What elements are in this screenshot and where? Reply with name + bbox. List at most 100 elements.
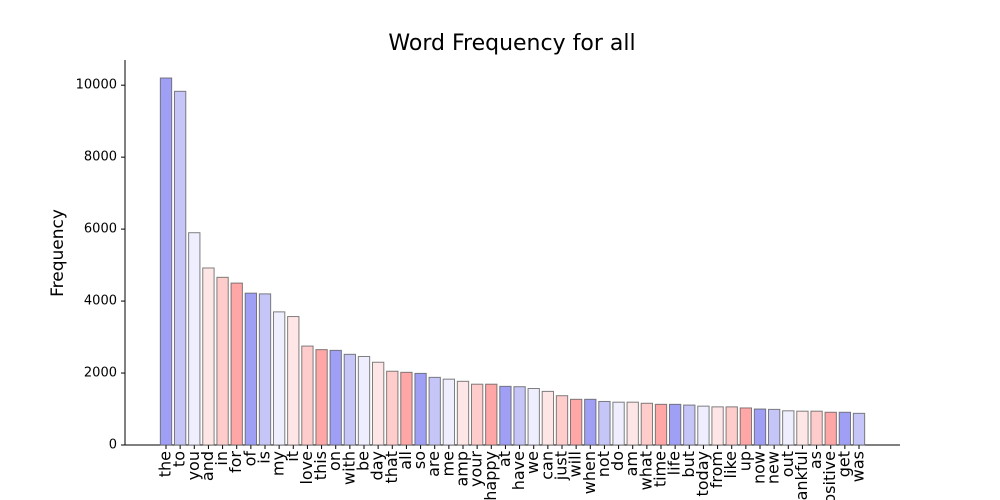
- bar: [216, 276, 229, 446]
- x-tick-label: today: [693, 451, 712, 497]
- bar: [824, 411, 837, 446]
- x-tick-label: like: [721, 451, 740, 478]
- y-tick-label: 4000: [84, 294, 117, 309]
- x-tick-label: get: [834, 451, 853, 477]
- bar: [555, 395, 569, 446]
- x-tick-label: me: [438, 451, 457, 476]
- x-tick-label: thankful: [792, 451, 811, 500]
- x-tick-label: time: [651, 451, 670, 487]
- bar: [753, 408, 767, 446]
- x-tick-label: new: [764, 451, 783, 484]
- bar: [188, 232, 201, 446]
- y-tick-label: 0: [109, 438, 117, 453]
- bar: [838, 411, 852, 446]
- bar: [202, 267, 215, 446]
- x-tick-label: now: [750, 451, 769, 484]
- bar: [739, 407, 753, 446]
- bar: [598, 400, 611, 446]
- x-tick-label: as: [806, 451, 825, 469]
- x-tick-label: at: [495, 451, 514, 467]
- bar: [456, 380, 470, 446]
- x-tick-label: was: [849, 451, 868, 482]
- x-tick-label: be: [354, 451, 373, 471]
- x-tick-label: have: [509, 451, 528, 490]
- x-tick-label: up: [735, 451, 754, 471]
- bar: [796, 410, 809, 446]
- x-tick-label: do: [608, 451, 627, 471]
- x-tick-label: with: [339, 451, 358, 485]
- y-tick-label: 10000: [76, 78, 117, 93]
- x-tick-label: just: [552, 451, 571, 481]
- bar: [697, 405, 710, 446]
- x-tick-label: this: [311, 451, 330, 480]
- x-tick-label: that: [382, 451, 401, 484]
- bar: [767, 408, 781, 446]
- x-tick-label: will: [566, 451, 585, 477]
- bar: [640, 402, 654, 446]
- x-tick-label: the: [156, 451, 175, 477]
- bar: [782, 410, 795, 446]
- bar: [626, 401, 639, 446]
- x-tick-label: is: [255, 451, 274, 464]
- x-tick-label: all: [396, 451, 415, 470]
- y-axis-label: Frequency: [48, 209, 68, 297]
- bar: [315, 349, 328, 446]
- bar: [584, 398, 597, 446]
- bar: [569, 398, 583, 446]
- x-tick-label: we: [523, 451, 542, 474]
- x-tick-label: can: [537, 451, 556, 480]
- x-tick-label: in: [212, 451, 231, 466]
- bar: [329, 349, 342, 446]
- bar: [230, 282, 243, 446]
- x-tick-label: amp: [453, 451, 472, 487]
- x-tick-label: out: [778, 451, 797, 477]
- bar: [386, 370, 399, 446]
- bar: [470, 383, 484, 446]
- bar: [541, 390, 555, 446]
- bar: [272, 311, 286, 446]
- bar: [400, 371, 413, 446]
- x-tick-label: you: [184, 451, 203, 480]
- x-tick-label: of: [240, 451, 259, 467]
- bar: [442, 378, 456, 446]
- x-tick-label: your: [467, 451, 486, 487]
- bar: [244, 292, 258, 446]
- bar: [725, 406, 738, 446]
- bar: [499, 385, 512, 446]
- y-tick-label: 2000: [84, 366, 117, 381]
- bar: [612, 401, 625, 446]
- x-tick-label: and: [198, 451, 217, 481]
- x-tick-label: life: [665, 451, 684, 475]
- bar: [357, 355, 371, 446]
- x-tick-label: to: [170, 451, 189, 467]
- bar: [654, 403, 668, 446]
- x-tick-label: not: [594, 451, 613, 477]
- x-tick-label: my: [269, 451, 288, 476]
- bar: [668, 403, 682, 446]
- bar: [711, 406, 724, 446]
- bar: [428, 376, 441, 446]
- y-tick-label: 6000: [84, 222, 117, 237]
- x-tick-label: when: [580, 451, 599, 494]
- y-tick-label: 8000: [84, 150, 117, 165]
- x-tick-label: love: [297, 451, 316, 485]
- bar: [852, 412, 866, 446]
- x-tick-label: so: [410, 451, 429, 469]
- bar: [485, 383, 498, 446]
- x-tick-label: are: [424, 451, 443, 477]
- x-tick-label: what: [636, 451, 655, 490]
- bar: [159, 77, 173, 446]
- x-tick-label: from: [707, 451, 726, 488]
- x-tick-label: positive: [820, 451, 839, 500]
- x-tick-label: day: [368, 451, 387, 480]
- bar: [258, 293, 272, 446]
- x-tick-label: for: [226, 451, 245, 473]
- x-tick-label: on: [325, 451, 344, 471]
- bar: [371, 361, 385, 446]
- bar: [683, 404, 696, 446]
- x-tick-label: but: [679, 451, 698, 478]
- bar: [414, 372, 427, 446]
- bar: [527, 388, 540, 446]
- x-tick-label: am: [622, 451, 641, 476]
